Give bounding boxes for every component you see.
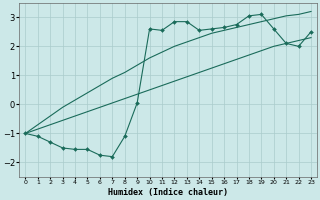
X-axis label: Humidex (Indice chaleur): Humidex (Indice chaleur) [108, 188, 228, 197]
